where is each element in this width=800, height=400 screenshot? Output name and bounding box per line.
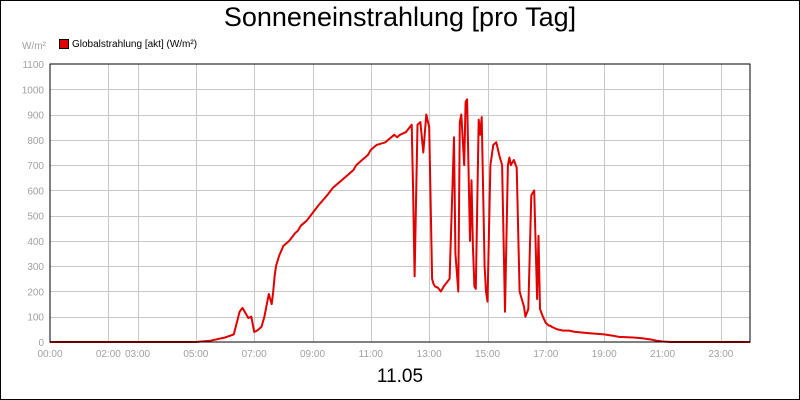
y-tick-label: 200 — [27, 287, 44, 298]
y-tick-label: 700 — [27, 161, 44, 172]
legend: Globalstrahlung [akt] (W/m²) — [59, 37, 197, 51]
x-tick-label: 02:00 — [96, 349, 121, 360]
x-tick-label: 07:00 — [242, 349, 267, 360]
x-tick-label: 05:00 — [183, 349, 208, 360]
y-tick-label: 600 — [27, 186, 44, 197]
chart-title: Sonneneinstrahlung [pro Tag] — [223, 2, 577, 32]
x-tick-label: 11:00 — [359, 349, 384, 360]
y-tick-label: 800 — [27, 136, 44, 147]
series-group — [50, 98, 750, 343]
legend-label: Globalstrahlung [akt] (W/m²) — [72, 38, 198, 50]
grid — [50, 64, 750, 342]
plot-border — [49, 63, 751, 343]
x-tick-label: 15:00 — [475, 349, 500, 360]
y-tick-label: 300 — [27, 262, 44, 273]
y-tick-label: 100 — [27, 313, 44, 324]
y-tick-label: 0 — [38, 338, 44, 349]
y-tick-label: 1100 — [22, 60, 44, 71]
y-tick-label: 500 — [27, 212, 44, 223]
legend-swatch — [59, 39, 69, 49]
tick-labels: 0 100 200 300 400 500 600 700 800 900 1000 1100 00:0… — [22, 60, 734, 360]
y-tick-label: 400 — [27, 237, 44, 248]
x-tick-label: 09:00 — [300, 349, 325, 360]
x-tick-label: 23:00 — [708, 349, 733, 360]
x-tick-label: 03:00 — [125, 349, 150, 360]
x-tick-label: 17:00 — [533, 349, 558, 360]
x-tick-label: 13:00 — [417, 349, 442, 360]
x-tick-label: 21:00 — [650, 349, 675, 360]
x-tick-label: 19:00 — [592, 349, 617, 360]
series-line — [50, 98, 750, 343]
y-unit-label: W/m² — [22, 41, 46, 52]
x-tick-label: 00:00 — [37, 349, 62, 360]
y-tick-label: 1000 — [22, 85, 45, 96]
date-label: 11.05 — [376, 366, 424, 387]
y-tick-label: 900 — [27, 111, 44, 122]
